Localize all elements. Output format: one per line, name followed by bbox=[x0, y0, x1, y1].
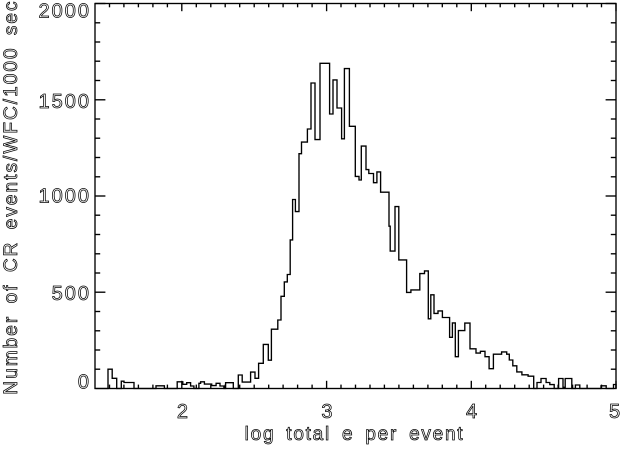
svg-text:2: 2 bbox=[177, 401, 190, 423]
svg-text:500: 500 bbox=[52, 283, 91, 305]
svg-text:5: 5 bbox=[609, 401, 621, 423]
svg-text:3: 3 bbox=[321, 401, 334, 423]
svg-text:0: 0 bbox=[78, 371, 91, 393]
svg-text:1500: 1500 bbox=[39, 91, 92, 113]
svg-text:2000: 2000 bbox=[39, 1, 92, 23]
svg-text:log total e per event: log total e per event bbox=[245, 424, 465, 445]
svg-text:Number of CR events/WFC/1000 s: Number of CR events/WFC/1000 sec bbox=[1, 0, 22, 395]
svg-text:4: 4 bbox=[466, 401, 479, 423]
svg-text:1000: 1000 bbox=[39, 186, 92, 208]
